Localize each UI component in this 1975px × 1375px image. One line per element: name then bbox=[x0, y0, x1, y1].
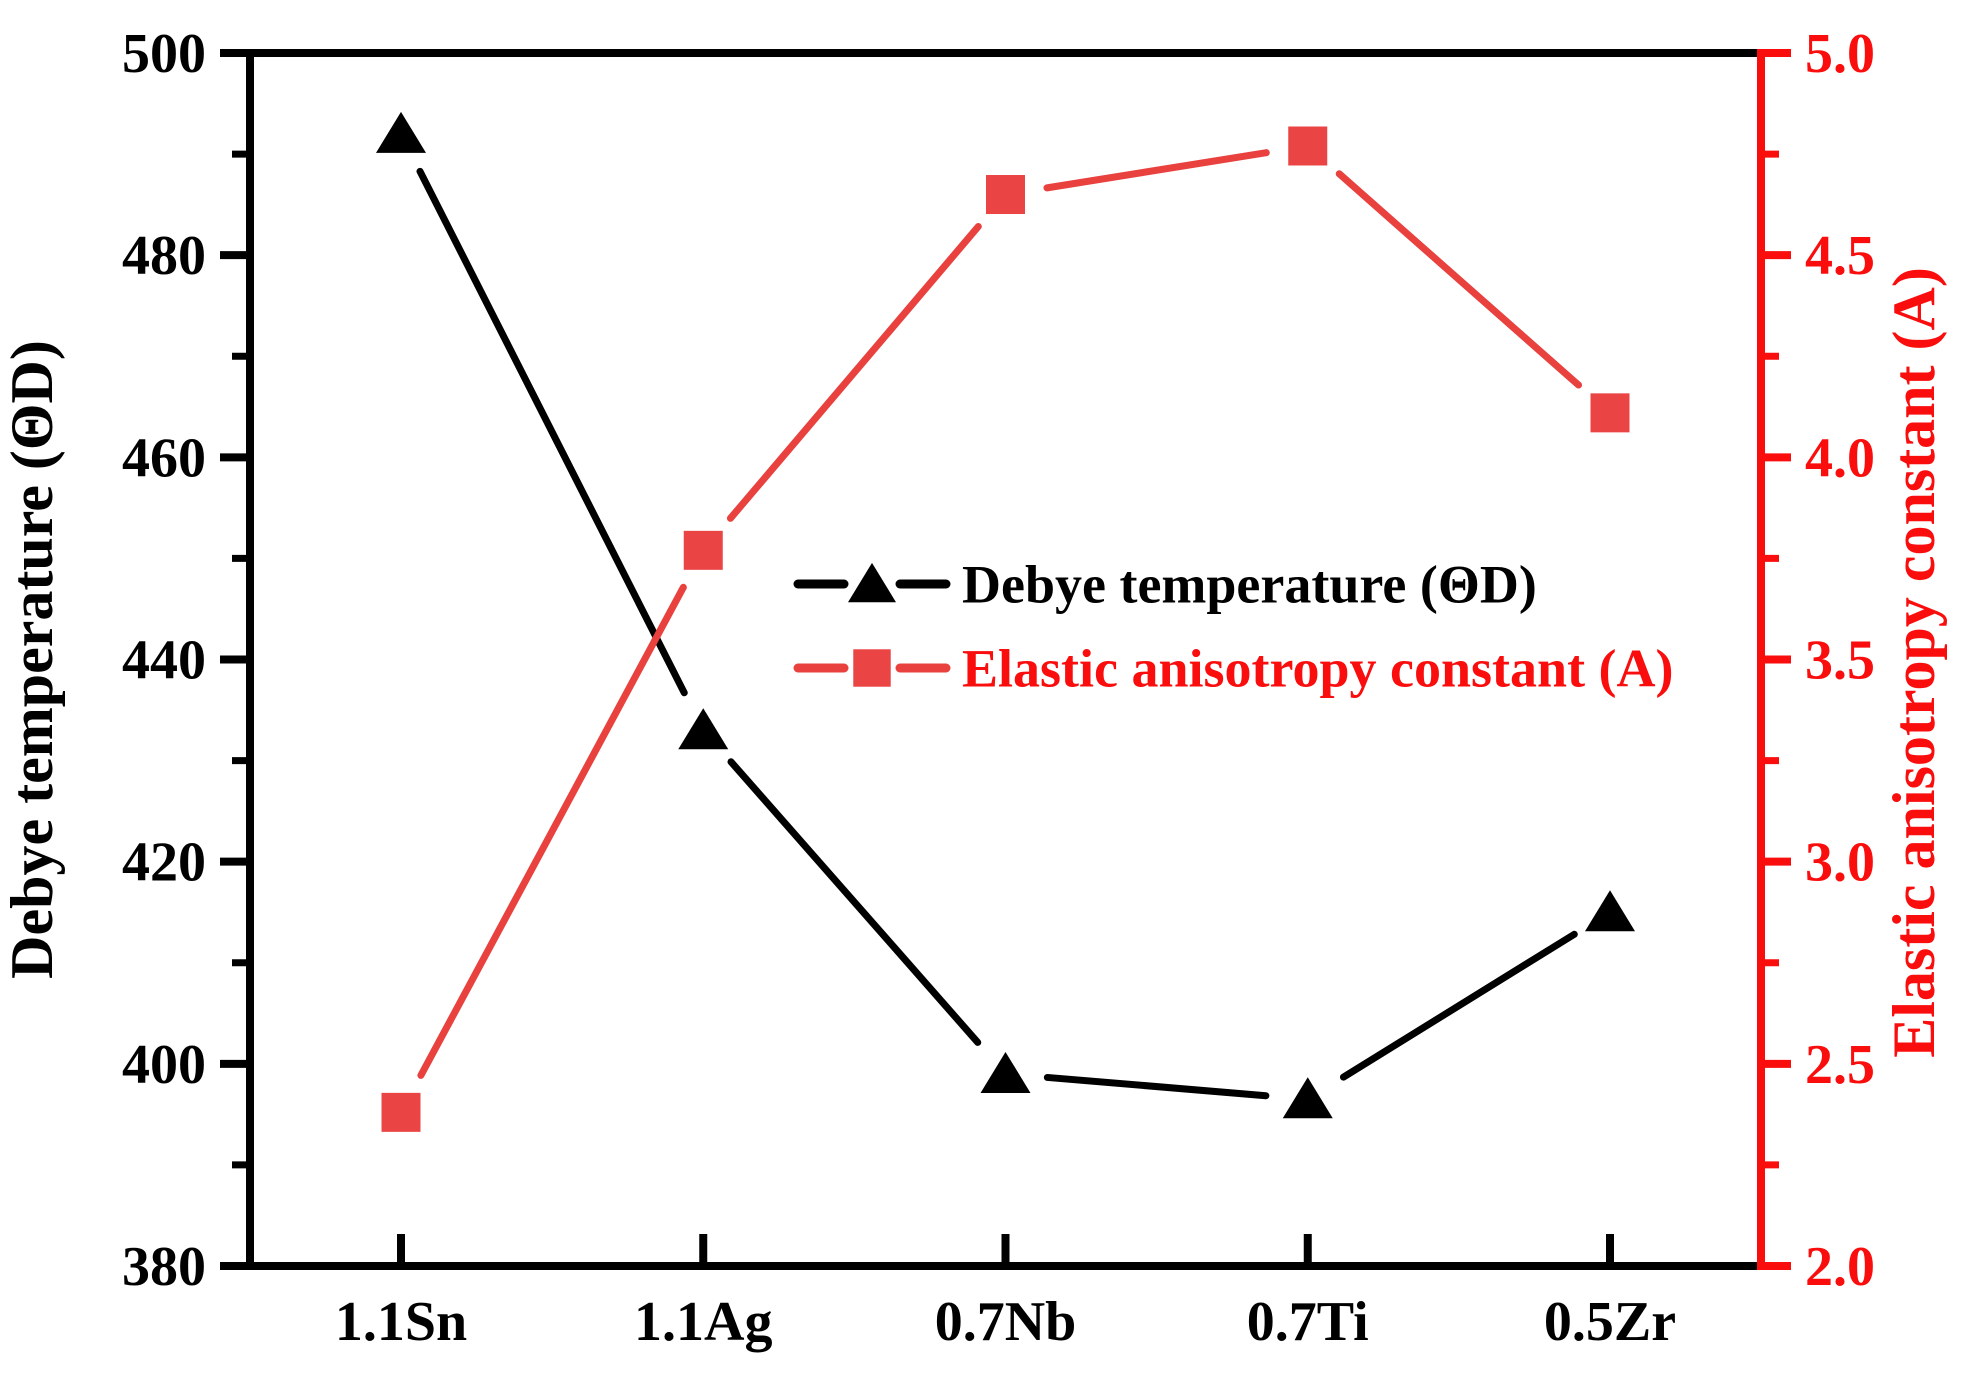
series-line-segment bbox=[726, 223, 982, 522]
y-axis-left: 380 400 420 440 460 480 500 Debye temperature (… bbox=[0, 23, 250, 1298]
data-point-marker-triangle bbox=[678, 708, 729, 750]
y-right-axis-title: Elastic anisotropy constant (A) bbox=[1881, 267, 1947, 1058]
x-tick-label: 1.1Ag bbox=[634, 1291, 772, 1353]
data-point-marker-square bbox=[1288, 126, 1328, 166]
legend-entry: Debye temperature (ΘD) bbox=[793, 554, 1537, 614]
x-tick-label: 0.7Ti bbox=[1247, 1291, 1369, 1353]
legend-entry: Elastic anisotropy constant (A) bbox=[793, 638, 1674, 698]
series-line-segment bbox=[1339, 930, 1578, 1081]
series-elastic-anisotropy bbox=[381, 126, 1630, 1132]
y-right-tick-label: 4.5 bbox=[1805, 225, 1875, 287]
y-right-tick-label: 3.5 bbox=[1805, 630, 1875, 692]
series-line-segment bbox=[1043, 1073, 1270, 1100]
legend: Debye temperature (ΘD) Elastic anisotropy… bbox=[793, 554, 1674, 698]
data-point-marker-triangle bbox=[1282, 1077, 1333, 1119]
data-point-marker-square bbox=[683, 530, 723, 570]
legend-label: Debye temperature (ΘD) bbox=[962, 554, 1537, 614]
series-line-segment bbox=[416, 167, 688, 697]
data-point-marker-square bbox=[1590, 393, 1630, 433]
series-line-segment bbox=[727, 758, 982, 1046]
x-tick-label: 0.7Nb bbox=[935, 1291, 1077, 1353]
series-line-segment bbox=[1335, 170, 1583, 389]
y-right-tick-label: 2.0 bbox=[1805, 1236, 1875, 1298]
data-point-marker-square bbox=[381, 1092, 421, 1132]
y-axis-right: 2.0 2.5 3.0 3.5 4.0 4.5 5.0 Elastic anisotropy … bbox=[1761, 23, 1947, 1298]
y-left-tick-label: 380 bbox=[122, 1236, 206, 1298]
x-tick-label: 0.5Zr bbox=[1544, 1291, 1676, 1353]
y-left-tick-label: 500 bbox=[122, 23, 206, 85]
y-left-axis-title: Debye temperature (ΘD) bbox=[0, 340, 65, 979]
x-axis: 1.1Sn 1.1Ag 0.7Nb 0.7Ti 0.5Zr bbox=[335, 1234, 1676, 1353]
y-left-tick-label: 420 bbox=[122, 832, 206, 894]
data-point-marker-square bbox=[853, 649, 891, 687]
x-tick-label: 1.1Sn bbox=[335, 1291, 467, 1353]
y-right-tick-label: 4.0 bbox=[1805, 427, 1875, 489]
y-left-tick-label: 400 bbox=[122, 1034, 206, 1096]
data-point-marker-triangle bbox=[848, 562, 896, 603]
data-point-marker-triangle bbox=[1585, 890, 1635, 932]
y-right-tick-label: 3.0 bbox=[1805, 832, 1875, 894]
y-left-tick-label: 440 bbox=[122, 630, 206, 692]
series-line-segment bbox=[1043, 149, 1270, 192]
y-right-tick-label: 5.0 bbox=[1805, 23, 1875, 85]
data-point-marker-square bbox=[986, 175, 1025, 215]
legend-label: Elastic anisotropy constant (A) bbox=[962, 638, 1674, 698]
data-point-marker-triangle bbox=[376, 111, 426, 153]
series-debye-temperature bbox=[376, 111, 1635, 1119]
y-right-tick-label: 2.5 bbox=[1805, 1034, 1875, 1096]
y-left-tick-label: 460 bbox=[122, 427, 206, 489]
y-left-tick-label: 480 bbox=[122, 225, 206, 287]
data-point-marker-triangle bbox=[980, 1051, 1031, 1093]
series-line-segment bbox=[417, 583, 687, 1079]
